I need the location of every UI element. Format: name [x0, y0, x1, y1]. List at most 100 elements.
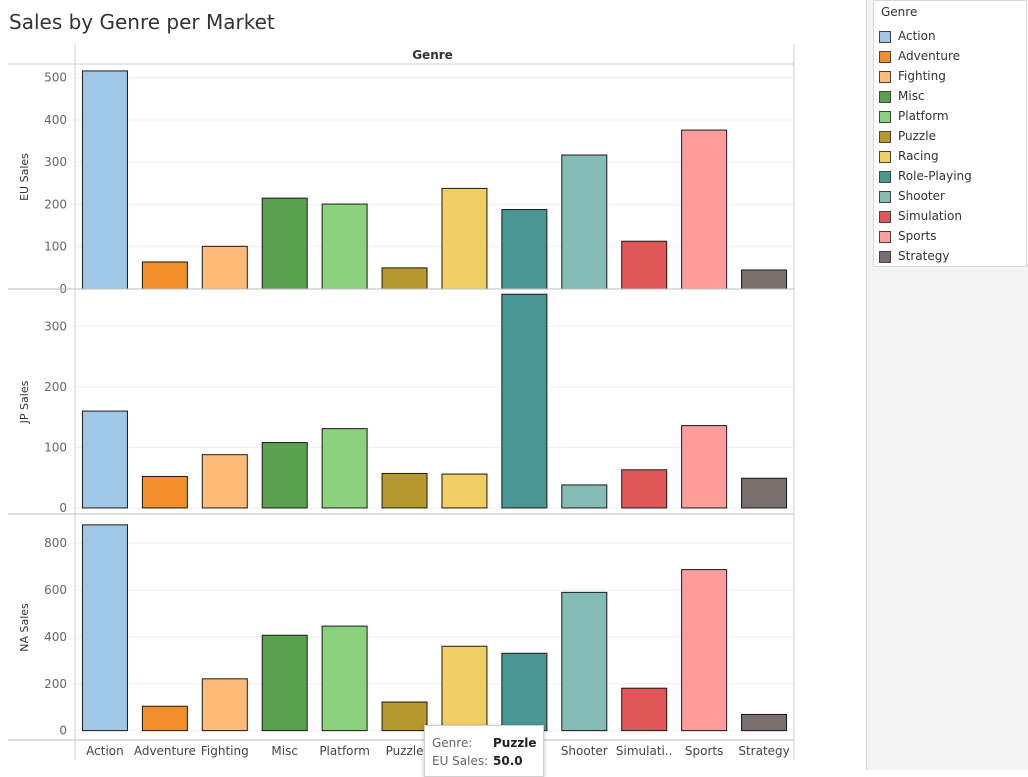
bar-adventure — [141, 261, 188, 290]
legend-swatch — [879, 211, 891, 223]
legend-label: Puzzle — [898, 129, 936, 143]
y-tick-label: 400 — [44, 113, 67, 127]
tooltip-genre-value: Puzzle — [493, 736, 537, 750]
bar-fighting — [201, 678, 248, 732]
y-tick-label: 500 — [44, 71, 67, 85]
legend-swatch — [879, 231, 891, 243]
legend-item-action[interactable]: Action — [879, 29, 1024, 47]
bar-simulation — [621, 240, 668, 290]
chart-area: Genre 0 100 200 300 400 500 EU Sales 0 100 200 300 J… — [8, 44, 795, 760]
bar-action — [81, 410, 128, 509]
bar-shooter — [561, 484, 608, 509]
legend-swatch — [879, 91, 891, 103]
legend-item-puzzle[interactable]: Puzzle — [879, 129, 1024, 147]
x-tick-label: Shooter — [561, 744, 608, 758]
legend-swatch — [879, 111, 891, 123]
legend-label: Simulation — [898, 209, 962, 223]
legend-label: Fighting — [898, 69, 946, 83]
legend-swatch — [879, 31, 891, 43]
bar-racing — [441, 187, 488, 290]
legend-item-misc[interactable]: Misc — [879, 89, 1024, 107]
legend-swatch — [879, 51, 891, 63]
legend-item-adventure[interactable]: Adventure — [879, 49, 1024, 67]
bar-strategy — [741, 713, 788, 732]
legend-label: Racing — [898, 149, 939, 163]
legend-swatch — [879, 71, 891, 83]
x-tick-label: Action — [86, 744, 124, 758]
bar-action — [81, 524, 128, 732]
tooltip-genre-key: Genre: — [432, 736, 473, 750]
y-axis-label: JP Sales — [18, 380, 31, 424]
legend-swatch — [879, 171, 891, 183]
bar-platform — [321, 625, 368, 732]
x-tick-label: Misc — [271, 744, 298, 758]
legend-label: Adventure — [898, 49, 961, 63]
y-tick-label: 0 — [59, 501, 67, 515]
legend-label: Strategy — [898, 249, 950, 263]
legend-item-sports[interactable]: Sports — [879, 229, 1024, 247]
tooltip: Genre: Puzzle EU Sales: 50.0 — [424, 725, 544, 777]
y-tick-label: 100 — [44, 440, 67, 454]
legend-item-fighting[interactable]: Fighting — [879, 69, 1024, 87]
bar-misc — [261, 442, 308, 509]
legend-item-strategy[interactable]: Strategy — [879, 249, 1024, 267]
bar-misc — [261, 197, 308, 290]
bar-adventure — [141, 705, 188, 732]
bar-platform — [321, 428, 368, 509]
bar-puzzle — [381, 701, 428, 732]
bar-simulation — [621, 687, 668, 732]
y-tick-label: 300 — [44, 155, 67, 169]
y-axis-label: NA Sales — [18, 603, 31, 652]
legend-item-racing[interactable]: Racing — [879, 149, 1024, 167]
y-tick-label: 400 — [44, 630, 67, 644]
bar-misc — [261, 634, 308, 732]
legend-swatch — [879, 251, 891, 263]
bar-platform — [321, 203, 368, 290]
y-tick-label: 300 — [44, 319, 67, 333]
legend-swatch — [879, 151, 891, 163]
legend-label: Role-Playing — [898, 169, 972, 183]
bar-sports — [681, 569, 728, 732]
legend-swatch — [879, 191, 891, 203]
bar-racing — [441, 473, 488, 509]
bar-strategy — [741, 269, 788, 290]
bar-shooter — [561, 591, 608, 732]
legend-label: Platform — [898, 109, 949, 123]
bar-role-playing — [501, 293, 548, 509]
chart-title: Sales by Genre per Market — [9, 10, 275, 34]
bar-fighting — [201, 245, 248, 290]
y-tick-label: 100 — [44, 240, 67, 254]
bar-racing — [441, 645, 488, 732]
tooltip-sales-value: 50.0 — [493, 754, 523, 768]
legend-item-platform[interactable]: Platform — [879, 109, 1024, 127]
legend-panel: Genre Action Adventure Fighting Misc Pla… — [873, 0, 1027, 267]
legend-label: Action — [898, 29, 936, 43]
x-tick-label: Sports — [685, 744, 723, 758]
tooltip-sales-key: EU Sales: — [432, 754, 489, 768]
y-tick-label: 200 — [44, 197, 67, 211]
x-tick-label: Simulati.. — [616, 744, 673, 758]
legend-label: Misc — [898, 89, 925, 103]
bar-simulation — [621, 469, 668, 509]
x-tick-label: Strategy — [738, 744, 789, 758]
legend-label: Shooter — [898, 189, 945, 203]
bar-strategy — [741, 477, 788, 509]
bar-role-playing — [501, 652, 548, 732]
legend-label: Sports — [898, 229, 937, 243]
y-tick-label: 200 — [44, 380, 67, 394]
x-tick-label: Puzzle — [386, 744, 424, 758]
y-tick-label: 600 — [44, 583, 67, 597]
bar-puzzle — [381, 472, 428, 509]
bar-fighting — [201, 454, 248, 509]
column-header: Genre — [412, 48, 453, 62]
legend-item-shooter[interactable]: Shooter — [879, 189, 1024, 207]
x-tick-label: Adventure — [134, 744, 196, 758]
x-tick-label: Platform — [319, 744, 370, 758]
y-tick-label: 0 — [59, 724, 67, 738]
legend-swatch — [879, 131, 891, 143]
legend-item-simulation[interactable]: Simulation — [879, 209, 1024, 227]
y-tick-label: 800 — [44, 536, 67, 550]
bar-shooter — [561, 154, 608, 290]
legend-item-role-playing[interactable]: Role-Playing — [879, 169, 1024, 187]
y-axis-label: EU Sales — [18, 153, 31, 201]
